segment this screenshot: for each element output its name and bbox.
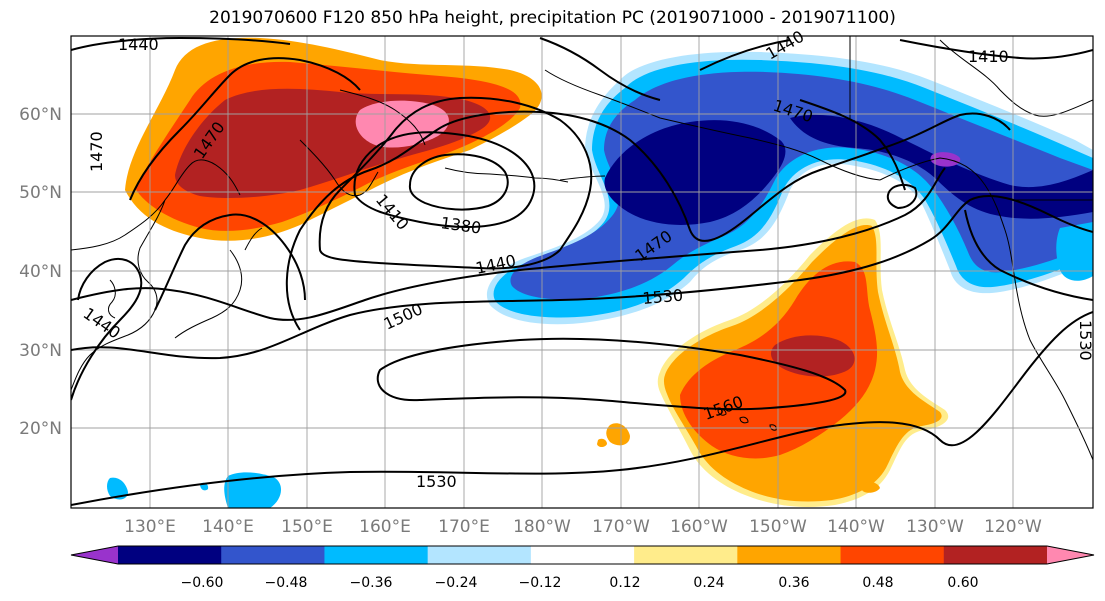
lat-label: 30°N (19, 341, 62, 361)
lon-label: 140°E (202, 517, 254, 537)
colorbar-segment (943, 546, 1048, 564)
positive-speck-2 (597, 438, 607, 447)
colorbar-segment (427, 546, 532, 564)
positive-anomaly-nw-pink (355, 100, 449, 148)
map-layers (71, 36, 1093, 508)
colorbar-segment (634, 546, 738, 564)
contour-1410-ne (899, 39, 1093, 60)
lat-label: 20°N (19, 419, 62, 439)
contour-1560 (376, 337, 847, 411)
contour-1440-west (71, 213, 306, 401)
map-frame (70, 35, 1094, 509)
colorbar-tick-label: 0.60 (947, 575, 978, 591)
negative-speck-2 (107, 477, 128, 500)
height-contours (71, 36, 1093, 506)
longitude-labels: 130°E 140°E 150°E 160°E 170°E 180°W 170°… (124, 517, 1042, 537)
lon-label: 130°E (124, 517, 176, 537)
contour-small-low (886, 183, 918, 210)
lon-label: 160°W (670, 517, 728, 537)
map-title: 2019070600 F120 850 hPa height, precipit… (209, 8, 896, 28)
positive-speck-1 (606, 423, 630, 446)
coast-japan (174, 227, 263, 339)
coast-korea (107, 279, 116, 319)
border-canada-us (849, 36, 1093, 201)
contour-label: 1530 (416, 472, 457, 491)
lon-label: 130°W (906, 517, 964, 537)
contour-label: 1530 (1076, 320, 1095, 361)
lon-label: 180°W (513, 517, 571, 537)
colorbar-tick-label: −0.24 (435, 575, 478, 591)
colorbar-tick-label: 0.12 (609, 575, 640, 591)
colorbar-segment (71, 546, 118, 564)
lon-label: 170°E (438, 517, 490, 537)
lon-label: 150°E (281, 517, 333, 537)
colorbar-tick-label: −0.12 (519, 575, 562, 591)
lon-label: 140°W (827, 517, 885, 537)
contour-1440-ne (699, 39, 906, 191)
contour-1440-mid (318, 96, 593, 270)
contour-1440-north (71, 36, 291, 51)
colorbar-segment (221, 546, 325, 564)
colorbar-segment (530, 546, 635, 564)
lat-label: 40°N (19, 262, 62, 282)
colorbar-segments (70, 545, 1095, 565)
coast-aleutians (444, 167, 569, 183)
lat-label: 60°N (19, 105, 62, 125)
contour-label: 1470 (87, 131, 106, 172)
lon-label: 150°W (749, 517, 807, 537)
contour-1470-north (539, 37, 661, 101)
contour-1500 (71, 167, 1093, 321)
negative-speck-1 (224, 472, 282, 508)
contour-label: 1440 (118, 35, 159, 54)
negative-anomaly-north-blue (510, 71, 1093, 300)
coast-alaska (544, 69, 881, 181)
colorbar-segment (324, 546, 429, 564)
negative-anomaly-north-navy (604, 120, 786, 225)
lon-label: 170°W (592, 517, 650, 537)
colorbar-outline (70, 545, 1095, 565)
contour-1530-south (71, 311, 1093, 506)
coast-north-america (879, 39, 1093, 461)
colorbar-tick-label: 0.24 (693, 575, 724, 591)
colorbar-tick-label: 0.48 (862, 575, 893, 591)
lon-label: 160°E (359, 517, 411, 537)
contour-1530-mid (71, 194, 1093, 360)
lon-label: 120°W (984, 517, 1042, 537)
colorbar-ticks: −0.60 −0.48 −0.36 −0.24 −0.12 0.12 0.24 … (181, 575, 979, 591)
negative-anomaly-pacnw-cyan (1056, 222, 1093, 281)
contour-1470-west (129, 57, 361, 201)
negative-anomaly-ne-purple (930, 152, 961, 167)
contour-label: 1530 (642, 286, 684, 308)
colorbar-segment (1047, 546, 1094, 564)
negative-anomaly-ne-navy (790, 114, 1093, 219)
contour-label: 1410 (968, 47, 1009, 66)
latitude-labels: 60°N 50°N 40°N 30°N 20°N (19, 105, 62, 439)
contour-1380 (408, 153, 509, 211)
positive-speck-3 (862, 481, 880, 493)
precip-fill (107, 37, 1093, 508)
colorbar-tick-label: 0.36 (778, 575, 809, 591)
coastlines (71, 36, 1093, 461)
colorbar-segment (840, 546, 945, 564)
colorbar: −0.60 −0.48 −0.36 −0.24 −0.12 0.12 0.24 … (70, 545, 1095, 591)
colorbar-tick-label: −0.60 (181, 575, 224, 591)
colorbar-segment (118, 546, 222, 564)
contour-1410 (353, 131, 536, 228)
colorbar-tick-label: −0.48 (265, 575, 308, 591)
lat-label: 50°N (19, 183, 62, 203)
colorbar-segment (737, 546, 842, 564)
colorbar-tick-label: −0.36 (350, 575, 393, 591)
